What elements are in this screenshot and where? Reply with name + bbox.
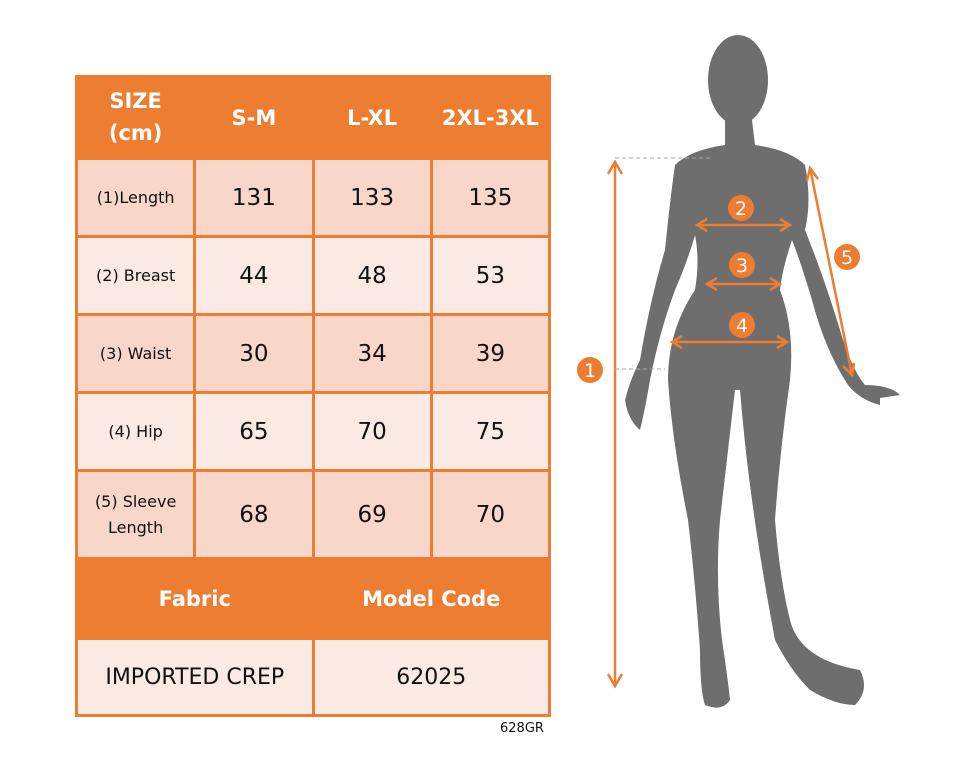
silhouette: [625, 35, 900, 708]
row-label: (2) Breast: [74, 235, 197, 316]
measure-markers: 1 2 3 4 5: [577, 195, 860, 383]
marker-5: [834, 244, 860, 270]
fabric-header-row: Fabric Model Code: [75, 557, 551, 640]
cell: 34: [311, 313, 433, 394]
cell: 75: [429, 391, 552, 472]
row-label: (5) Sleeve Length: [74, 469, 197, 560]
model-code-label: Model Code: [311, 557, 551, 640]
marker-4-label: 4: [736, 315, 748, 337]
fabric-label: Fabric: [75, 557, 315, 640]
cell: 70: [311, 391, 433, 472]
header-row: SIZE (cm) S-M L-XL 2XL-3XL: [74, 75, 552, 160]
cell: 65: [193, 391, 315, 472]
size-table: SIZE (cm) S-M L-XL 2XL-3XL (1)Length 131 …: [74, 75, 552, 717]
marker-5-label: 5: [841, 247, 853, 269]
cell: 39: [429, 313, 552, 394]
fabric-value-row: IMPORTED CREP 62025: [75, 637, 551, 717]
row-label-line2: Length: [108, 517, 164, 537]
table-row: (2) Breast 44 48 53: [74, 235, 552, 316]
marker-2-label: 2: [735, 198, 747, 220]
cell: 133: [311, 157, 433, 238]
cell: 135: [429, 157, 552, 238]
cell: 44: [193, 235, 315, 316]
table-row: (5) Sleeve Length 68 69 70: [74, 469, 552, 560]
fabric-value: IMPORTED CREP: [75, 637, 315, 717]
marker-3-label: 3: [736, 255, 748, 277]
marker-1: [577, 357, 603, 383]
measure-arrows: [606, 159, 856, 689]
header-s-m: S-M: [193, 75, 315, 160]
cell: 69: [311, 469, 433, 560]
cell: 30: [193, 313, 315, 394]
cell: 70: [429, 469, 552, 560]
header-size-line2: (cm): [108, 120, 163, 145]
header-size: SIZE (cm): [74, 75, 197, 160]
header-size-line1: SIZE: [109, 89, 162, 113]
row-label-line1: (5) Sleeve: [94, 491, 177, 511]
table-row: (4) Hip 65 70 75: [74, 391, 552, 472]
table-row: (3) Waist 30 34 39: [74, 313, 552, 394]
model-code-value: 62025: [311, 637, 551, 717]
cell: 131: [193, 157, 315, 238]
marker-3: [729, 252, 755, 278]
marker-2: [728, 195, 754, 221]
table-row: (1)Length 131 133 135: [74, 157, 552, 238]
cell: 53: [429, 235, 552, 316]
marker-4: [729, 312, 755, 338]
guide-lines: [615, 157, 710, 370]
row-label: (3) Waist: [74, 313, 197, 394]
row-label: (1)Length: [74, 157, 197, 238]
header-l-xl: L-XL: [311, 75, 433, 160]
marker-1-label: 1: [584, 360, 596, 382]
header-2xl-3xl: 2XL-3XL: [429, 75, 552, 160]
row-label: (4) Hip: [74, 391, 197, 472]
product-code: 628GR: [500, 721, 544, 736]
cell: 48: [311, 235, 433, 316]
cell: 68: [193, 469, 315, 560]
body-silhouette-figure: 1 2 3 4 5: [577, 35, 900, 708]
